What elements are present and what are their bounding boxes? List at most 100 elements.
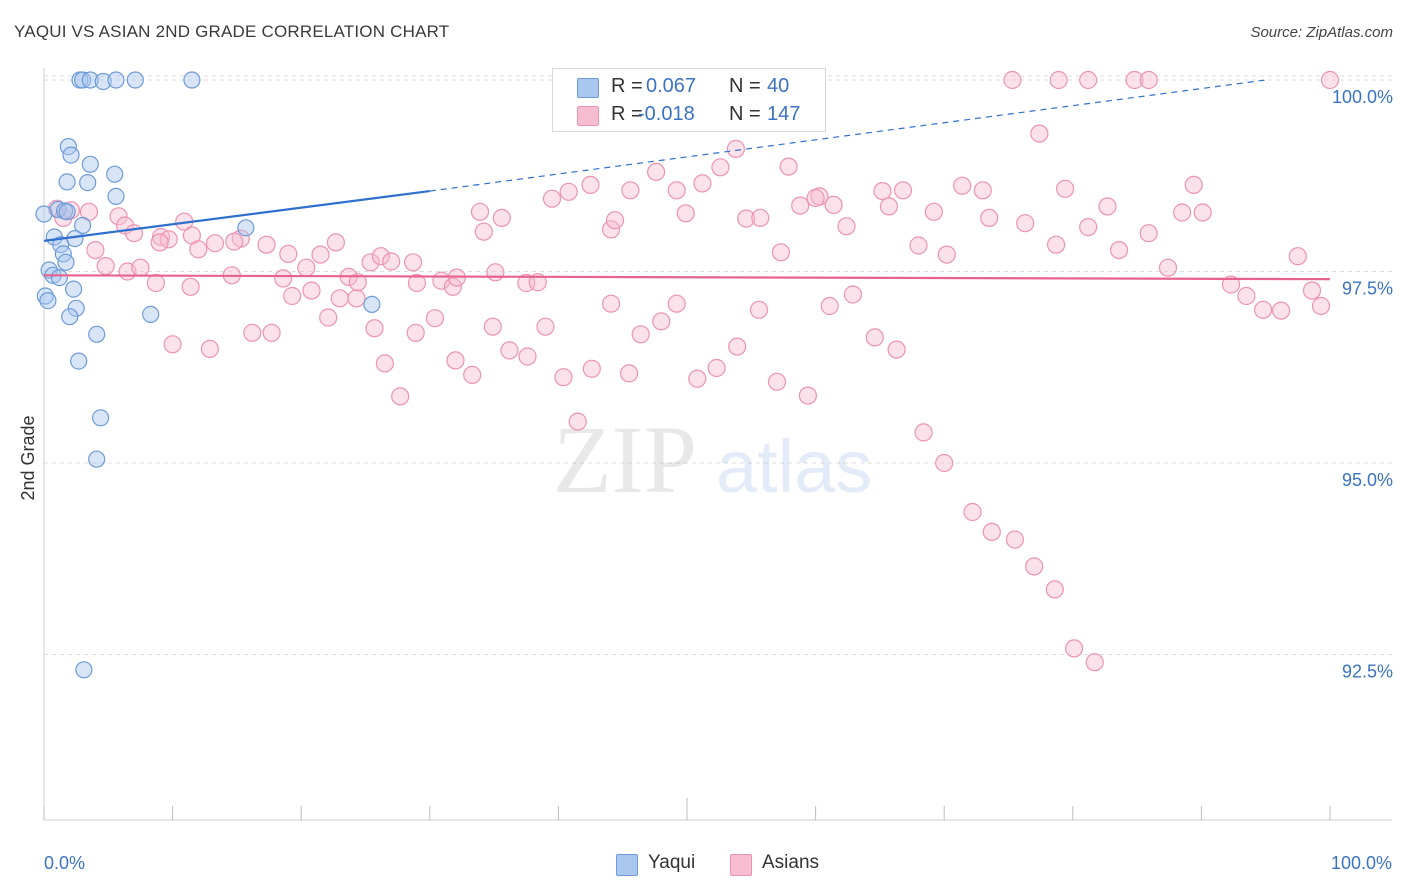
data-point (106, 165, 124, 183)
data-point (36, 287, 54, 305)
yaqui-swatch (577, 78, 599, 98)
data-point (279, 244, 298, 263)
legend: R = 0.067 N = 40 R = -0.018 N = 147 (552, 68, 826, 132)
data-point (443, 277, 462, 296)
data-point (347, 289, 366, 308)
yaqui-legend-swatch (616, 854, 638, 876)
data-point (86, 241, 105, 260)
data-point (631, 325, 650, 344)
data-point (150, 233, 169, 252)
data-point (88, 450, 106, 468)
data-point (1172, 203, 1192, 222)
data-point (58, 173, 76, 191)
data-point (1193, 203, 1212, 222)
data-point (75, 661, 93, 679)
data-point (142, 305, 160, 323)
data-point (91, 409, 110, 427)
data-point (737, 209, 756, 228)
data-point (57, 253, 75, 271)
data-point (483, 317, 502, 336)
data-point (183, 71, 201, 89)
data-point (181, 277, 200, 296)
data-point (953, 176, 972, 195)
data-point (470, 202, 490, 221)
data-point (963, 502, 982, 522)
data-point (406, 323, 425, 342)
y-tick-label: 97.5% (1342, 279, 1393, 299)
data-point (1030, 124, 1049, 143)
data-point (146, 273, 165, 293)
data-point (1085, 653, 1104, 672)
data-point (843, 285, 863, 304)
yaqui-trendline (43, 189, 430, 242)
data-point (791, 196, 810, 215)
data-point (163, 335, 182, 354)
data-point (463, 365, 482, 384)
data-point (474, 222, 493, 241)
asians-legend-label: Asians (762, 852, 820, 873)
watermark-atlas: atlas (716, 425, 872, 508)
data-point (492, 208, 511, 227)
data-point (404, 253, 423, 272)
data-point (348, 273, 367, 292)
data-point (887, 340, 906, 359)
data-point (330, 289, 349, 308)
data-point (62, 146, 80, 164)
data-point (601, 220, 621, 239)
data-point (225, 232, 244, 251)
legend-row-asians: R = -0.018 N = 147 (553, 101, 825, 129)
watermark: ZIP atlas (553, 406, 872, 513)
data-point (1139, 224, 1158, 243)
source-label: Source: ZipAtlas.com (1250, 24, 1393, 41)
data-point (1311, 296, 1331, 316)
data-point (1237, 286, 1256, 306)
data-point (94, 72, 112, 91)
data-point (425, 309, 444, 328)
data-point (262, 323, 281, 342)
data-point (568, 412, 587, 431)
data-point (1184, 175, 1203, 194)
data-point (1025, 557, 1044, 576)
data-point (542, 189, 562, 208)
data-point (582, 359, 601, 378)
data-point (914, 423, 933, 442)
data-point (865, 328, 884, 347)
data-point (1055, 179, 1075, 198)
data-point (81, 71, 99, 89)
data-point (391, 387, 410, 406)
data-point (382, 252, 401, 271)
data-point (1098, 197, 1117, 216)
y-tick-label: 95.0% (1342, 470, 1393, 490)
data-point (749, 300, 769, 319)
data-point (58, 203, 76, 221)
data-point (1079, 218, 1098, 237)
asians-legend-swatch (730, 854, 752, 876)
data-point (667, 181, 686, 200)
data-point (707, 358, 726, 378)
data-point (39, 292, 57, 310)
data-point (70, 352, 88, 370)
data-point (375, 354, 394, 373)
data-point (302, 281, 321, 300)
data-point (311, 245, 330, 264)
legend-n-value: 147 (767, 103, 801, 125)
data-point (1158, 258, 1178, 277)
data-point (909, 236, 928, 255)
data-point (407, 273, 426, 293)
y-axis-label: 2nd Grade (18, 415, 38, 500)
data-point (973, 181, 992, 200)
data-point (536, 317, 555, 336)
data-point (319, 308, 338, 327)
data-point (1003, 70, 1022, 90)
data-point (73, 216, 92, 235)
data-point (365, 319, 384, 338)
y-tick-labels: 100.0% 97.5% 95.0% 92.5% (1332, 87, 1393, 682)
data-point (81, 155, 99, 173)
y-tick-label: 92.5% (1342, 662, 1393, 682)
data-point (1253, 300, 1273, 319)
data-point (1288, 247, 1307, 266)
data-point (621, 181, 640, 200)
data-point (1016, 214, 1035, 233)
data-point (1139, 70, 1158, 90)
legend-r-value: -0.018 (638, 103, 695, 125)
